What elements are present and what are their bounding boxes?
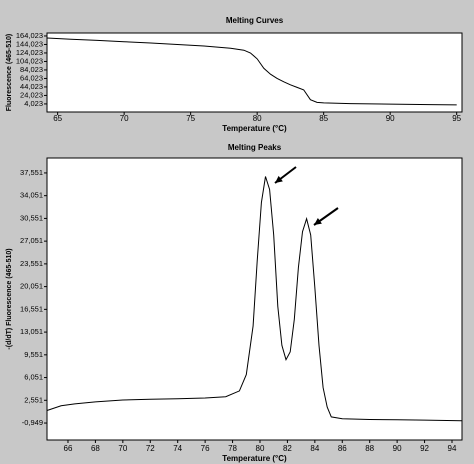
- arrows: [274, 166, 339, 226]
- x-tick-label: 72: [146, 444, 155, 453]
- chart-title: Melting Peaks: [228, 143, 282, 152]
- x-tick-label: 70: [118, 444, 127, 453]
- y-tick-label: 24,023: [20, 90, 43, 99]
- data-line: [46, 37, 457, 106]
- y-tick-label: 144,023: [16, 39, 43, 48]
- x-tick-label: 74: [173, 444, 182, 453]
- x-tick-label: 80: [256, 444, 265, 453]
- y-tick-label: 20,051: [20, 282, 43, 291]
- y-tick-label: 34,051: [20, 191, 43, 200]
- data-line: [47, 176, 462, 422]
- y-tick-label: 23,551: [20, 259, 43, 268]
- y-tick-label: 2,551: [24, 395, 43, 404]
- y-tick-label: 64,023: [20, 73, 43, 82]
- y-tick-label: 4,023: [24, 99, 43, 108]
- x-tick-label: 84: [310, 444, 319, 453]
- y-tick-label: 37,551: [20, 168, 43, 177]
- x-tick-label: 90: [393, 444, 402, 453]
- y-tick-label: 124,023: [16, 48, 43, 57]
- y-tick-label: 164,023: [16, 31, 43, 40]
- x-tick-label: 92: [420, 444, 429, 453]
- chart-title: Melting Curves: [226, 16, 284, 25]
- y-tick-label: 13,051: [20, 327, 43, 336]
- y-tick-label: -0,949: [22, 418, 43, 427]
- x-tick-label: 82: [283, 444, 292, 453]
- y-tick-label: 84,023: [20, 65, 43, 74]
- y-tick-label: 16,551: [20, 304, 43, 313]
- x-tick-label: 78: [228, 444, 237, 453]
- x-tick-label: 88: [365, 444, 374, 453]
- y-tick-label: 27,051: [20, 236, 43, 245]
- arrow-head: [314, 217, 322, 225]
- y-tick-label: 44,023: [20, 82, 43, 91]
- x-tick-label: 80: [253, 114, 262, 123]
- y-axis-label: Fluorescence (465-510): [6, 34, 13, 111]
- y-tick-label: 104,023: [16, 56, 43, 65]
- x-tick-label: 86: [338, 444, 347, 453]
- arrow-head: [275, 175, 283, 183]
- x-axis-label: Temperature (°C): [222, 124, 287, 133]
- x-tick-label: 95: [452, 114, 461, 123]
- x-tick-label: 68: [91, 444, 100, 453]
- x-tick-label: 75: [186, 114, 195, 123]
- x-tick-label: 90: [386, 114, 395, 123]
- x-tick-label: 76: [201, 444, 210, 453]
- x-tick-label: 65: [53, 114, 62, 123]
- y-axis-label: -(d/dT) Fluorescence (465-510): [6, 248, 13, 349]
- y-tick-label: 9,551: [24, 350, 43, 359]
- x-axis-label: Temperature (°C): [222, 454, 287, 463]
- x-tick-label: 94: [448, 444, 457, 453]
- x-tick-label: 66: [64, 444, 73, 453]
- y-tick-label: 30,551: [20, 213, 43, 222]
- x-tick-label: 85: [319, 114, 328, 123]
- y-tick-label: 6,051: [24, 373, 43, 382]
- plot-area: [46, 32, 463, 113]
- x-tick-label: 70: [120, 114, 129, 123]
